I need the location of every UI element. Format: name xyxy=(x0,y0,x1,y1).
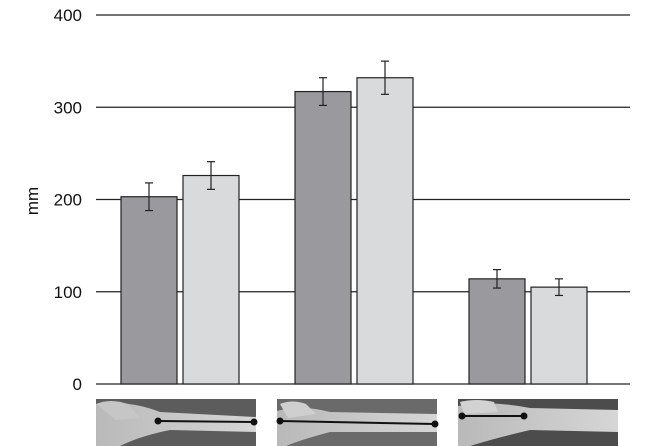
bar-series1-group1 xyxy=(120,196,178,385)
bars xyxy=(120,77,588,385)
error-bar-series1-group2 xyxy=(319,77,327,107)
error-bar-series2-group1 xyxy=(207,161,215,190)
y-tick-label: 400 xyxy=(54,6,82,25)
wrist-segment-photo xyxy=(458,399,618,446)
y-tick-label: 100 xyxy=(54,283,82,302)
y-tick-label: 200 xyxy=(54,191,82,210)
arm-length-photo xyxy=(276,399,439,446)
bar-series1-group3 xyxy=(468,278,526,385)
y-tick-label: 300 xyxy=(54,98,82,117)
forearm-length-photo xyxy=(96,399,258,446)
y-axis-title: mm xyxy=(23,187,42,215)
y-axis-ticks: 0 100 200 300 400 xyxy=(54,6,82,394)
bar-series1-group2 xyxy=(294,90,352,385)
y-tick-label: 0 xyxy=(73,375,82,394)
bar-series2-group3 xyxy=(530,286,588,385)
error-bar-series1-group1 xyxy=(145,182,153,212)
error-bar-series1-group3 xyxy=(493,269,501,289)
bar-series2-group2 xyxy=(356,77,414,385)
error-bar-series2-group3 xyxy=(555,278,563,297)
error-bars xyxy=(145,60,563,297)
error-bar-series2-group2 xyxy=(381,60,389,95)
bar-series2-group1 xyxy=(182,174,240,385)
